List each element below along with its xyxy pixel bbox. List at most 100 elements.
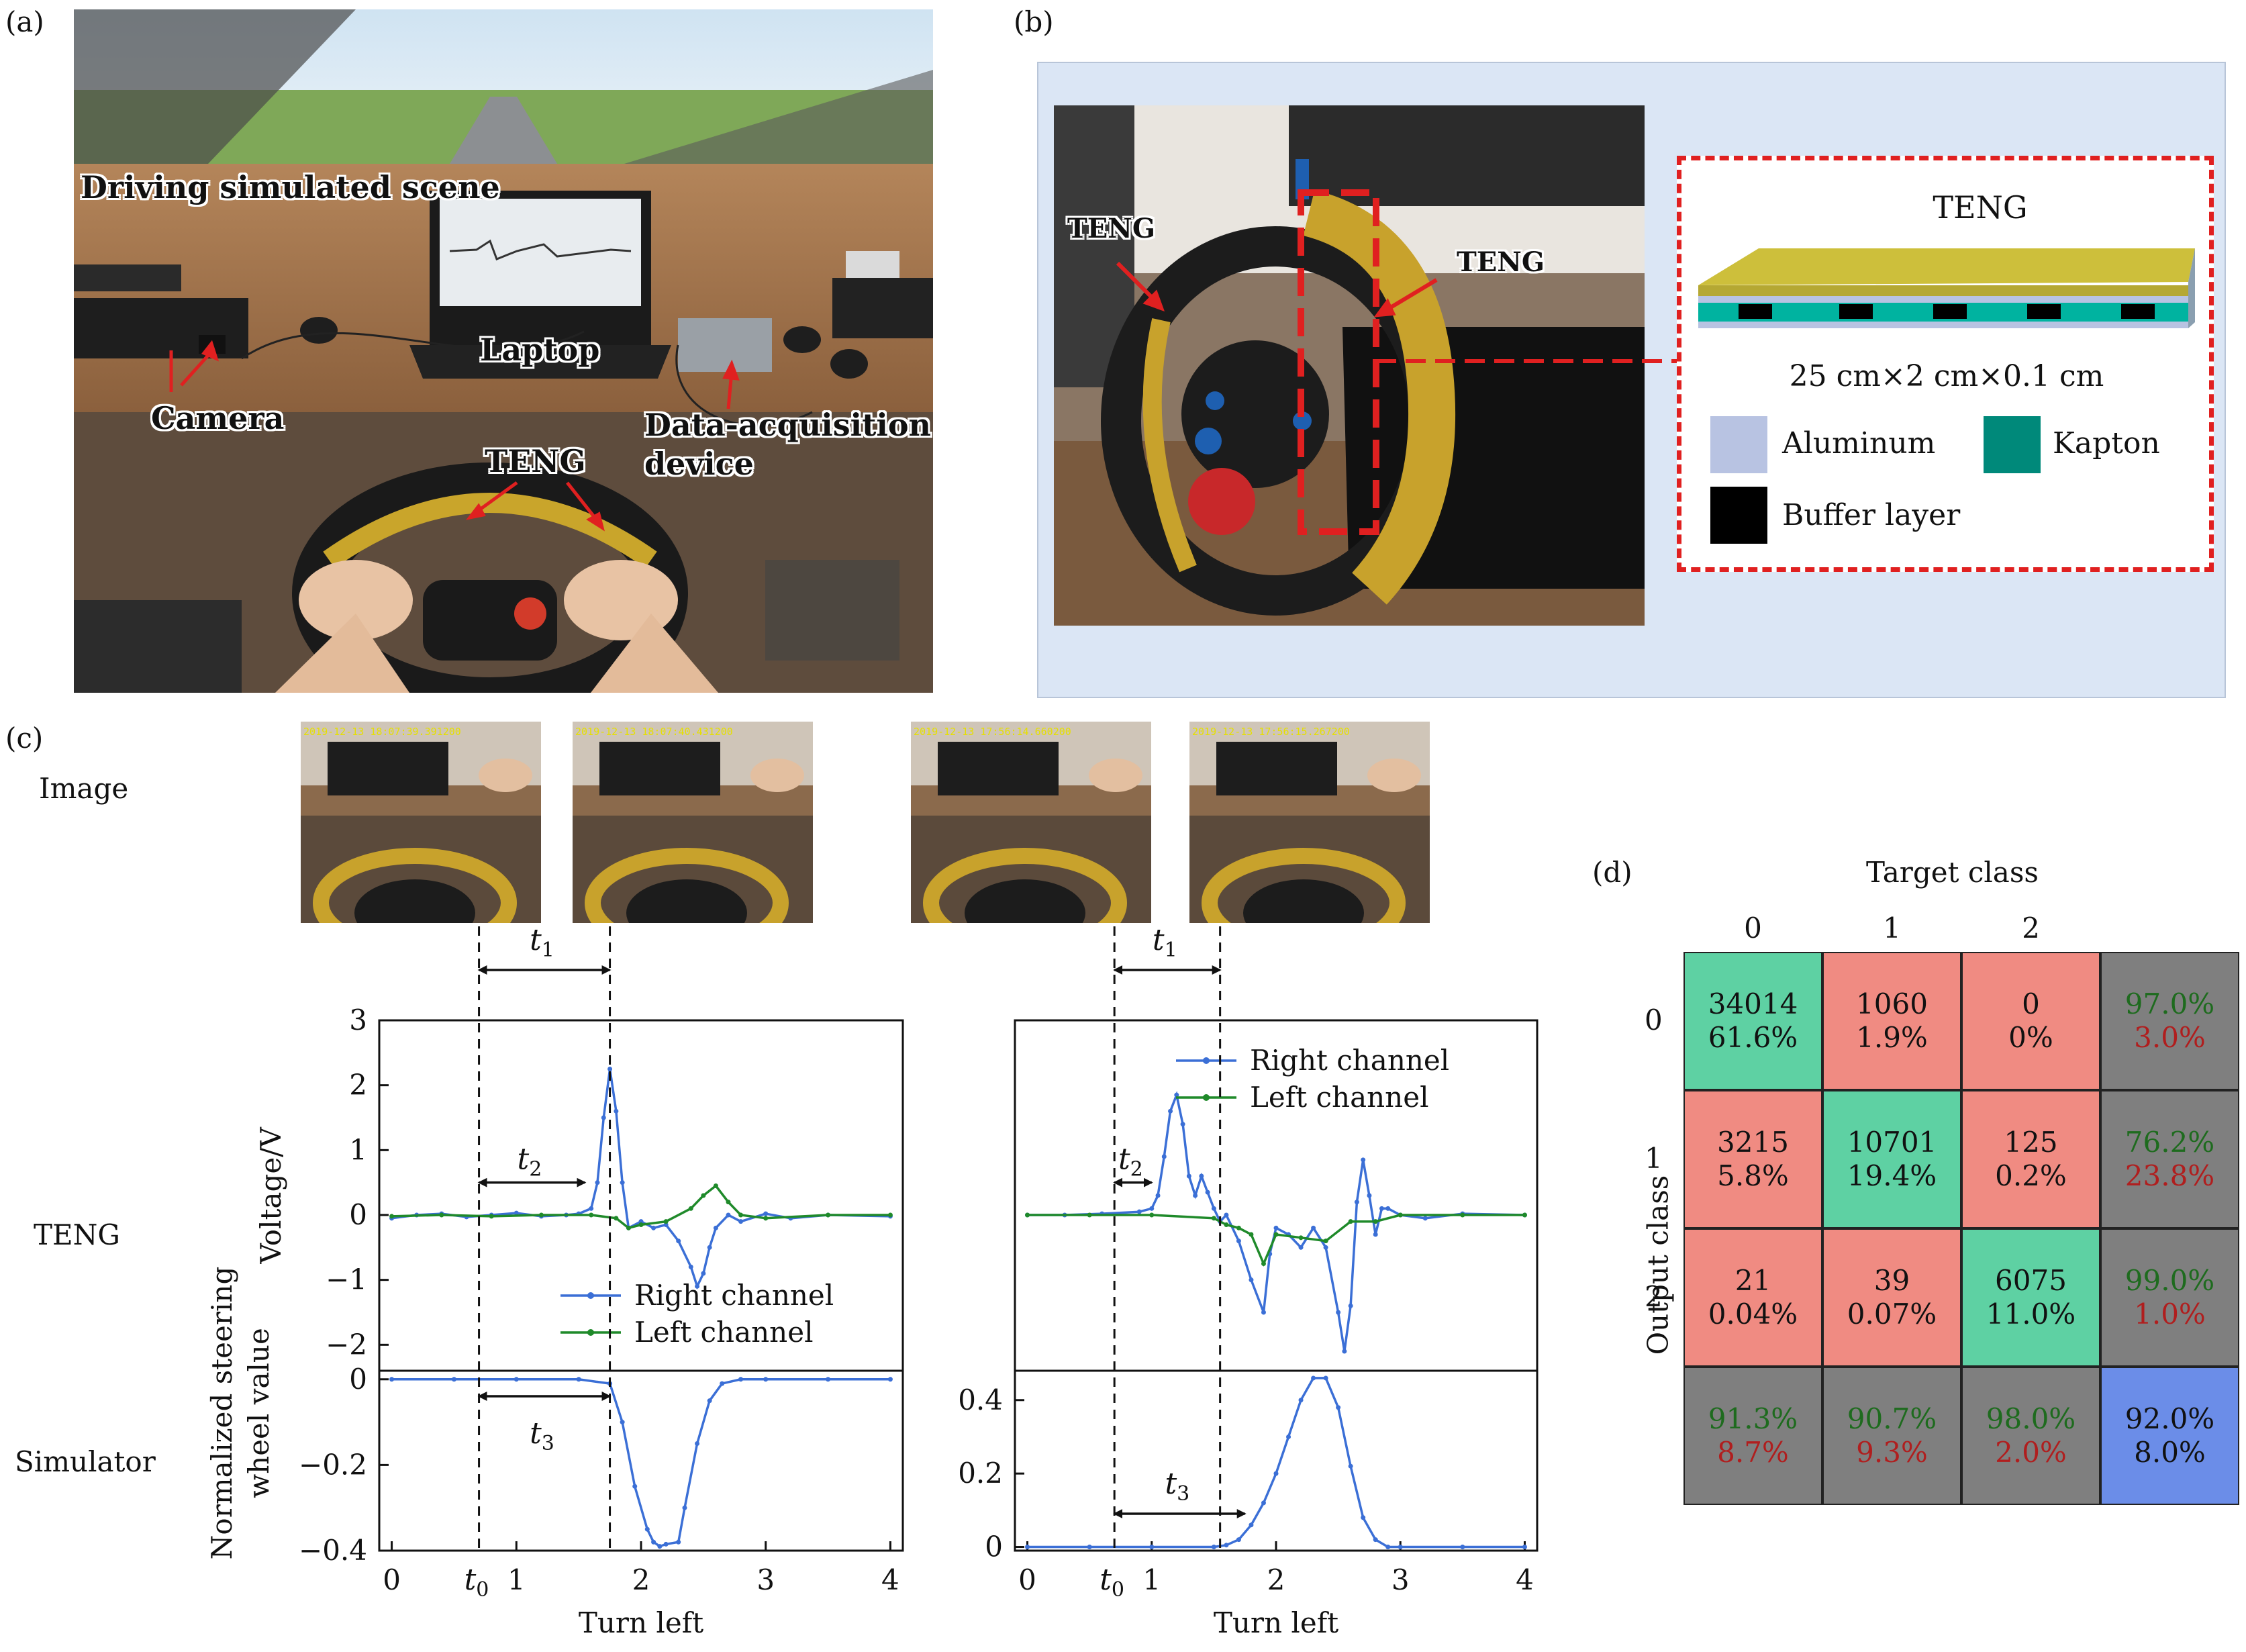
x-tick-label: 2: [632, 1563, 650, 1596]
data-point: [1180, 1122, 1185, 1127]
photo-label-teng-left: TENG: [1067, 213, 1155, 244]
data-point: [1348, 1463, 1353, 1469]
data-point: [1155, 1193, 1161, 1198]
data-point: [1336, 1310, 1341, 1315]
t3-label: t3: [1165, 1467, 1189, 1506]
data-point: [1199, 1173, 1204, 1179]
cell-error: 1.0%: [2134, 1298, 2206, 1330]
series-line-1: [1027, 1091, 1525, 1352]
legend-label-buffer-layer: Buffer layer: [1782, 498, 1961, 532]
cell-count: 3215: [1717, 1126, 1789, 1159]
chart-simulator-left-turn-1: 0 −0.2 −0.4 0 1 2 3 4 Turn left: [299, 1363, 904, 1639]
legend-swatch-aluminum: [1710, 416, 1767, 473]
chart-teng-left-turn-2: Right channel Left channel: [1014, 1019, 1539, 1372]
cell-accuracy: 92.0%: [2125, 1402, 2215, 1435]
data-point: [1149, 1212, 1155, 1218]
data-point: [1348, 1303, 1353, 1308]
data-point: [651, 1225, 656, 1230]
data-point: [1354, 1200, 1359, 1205]
data-point: [663, 1222, 669, 1227]
data-point: [1273, 1225, 1279, 1230]
data-point: [763, 1377, 769, 1382]
data-point: [1373, 1232, 1378, 1237]
data-point: [1186, 1173, 1191, 1179]
row-label-teng: TENG: [34, 1218, 120, 1251]
x-tick-label: 0: [383, 1563, 401, 1596]
data-point: [1224, 1212, 1229, 1218]
x-tick-label: 3: [756, 1563, 775, 1596]
confusion-matrix-cell: 34014 61.6%: [1683, 952, 1822, 1090]
data-point: [1336, 1405, 1341, 1410]
confusion-matrix-cell: 0 0%: [1961, 952, 2100, 1090]
data-point: [663, 1541, 669, 1547]
data-point: [688, 1264, 693, 1269]
legend-label-aluminum: Aluminum: [1782, 426, 1936, 460]
y-tick-label: 0: [349, 1363, 367, 1396]
cell-count: 1060: [1856, 987, 1928, 1020]
target-class-title: Target class: [1866, 856, 2039, 889]
data-point: [632, 1484, 638, 1489]
data-point: [1367, 1193, 1372, 1198]
data-point: [614, 1108, 619, 1114]
data-point: [713, 1183, 718, 1188]
data-point: [1149, 1545, 1155, 1550]
data-point: [663, 1219, 669, 1224]
legend-marker: [1203, 1057, 1210, 1064]
data-point: [1311, 1225, 1316, 1230]
data-point: [701, 1193, 706, 1198]
cell-accuracy: 97.0%: [2125, 987, 2215, 1020]
chart-teng-left-turn-1: 3 2 1 0 −1 −2 Right channel Left channel: [326, 1004, 904, 1372]
y-axis-label-steering-1: Normalized steering: [205, 1267, 238, 1560]
t0-label: t0: [1100, 1563, 1124, 1602]
teng-simulator-charts: 3 2 1 0 −1 −2 Right channel Left channel 0 −0.2 −0…: [205, 923, 1539, 1639]
annotation-driving-scene: Driving simulated scene: [81, 169, 500, 205]
target-class-header: 1: [1883, 912, 1901, 944]
output-class-header: 0: [1645, 1004, 1663, 1036]
data-point: [682, 1505, 687, 1510]
cell-count: 34014: [1708, 987, 1798, 1020]
target-class-header: 0: [1744, 912, 1762, 944]
cell-count: 10701: [1847, 1126, 1937, 1159]
cell-count: 0: [2022, 987, 2040, 1020]
series-line-1: [1027, 1377, 1525, 1549]
data-point: [1398, 1212, 1403, 1218]
confusion-matrix-cell: 76.2% 23.8%: [2100, 1090, 2239, 1228]
data-point: [707, 1245, 712, 1250]
cell-percentage: 0.04%: [1708, 1298, 1798, 1330]
y-axis-label-steering-2: wheel value: [242, 1328, 275, 1498]
cell-percentage: 0.2%: [1995, 1159, 2067, 1192]
data-point: [607, 1067, 613, 1071]
x-tick-label: 0: [1018, 1563, 1036, 1596]
data-point: [514, 1377, 519, 1382]
confusion-matrix-cell: 10701 19.4%: [1822, 1090, 1961, 1228]
data-point: [1205, 1189, 1210, 1195]
cell-error: 8.0%: [2134, 1436, 2206, 1469]
frame-timestamp: 2019-12-13 17:56:14.660200: [914, 726, 1071, 738]
video-frame-3: 2019-12-13 17:56:14.660200: [911, 722, 1151, 923]
cell-error: 23.8%: [2125, 1159, 2215, 1192]
data-point: [657, 1544, 663, 1549]
confusion-matrix-cell: 91.3% 8.7%: [1683, 1367, 1822, 1505]
data-point: [1261, 1310, 1266, 1315]
confusion-matrix-cell: 3215 5.8%: [1683, 1090, 1822, 1228]
data-point: [1348, 1219, 1353, 1224]
data-point: [1025, 1545, 1030, 1550]
teng-layer-diagram: [1698, 248, 2195, 328]
data-point: [707, 1398, 712, 1404]
data-point: [1298, 1398, 1304, 1403]
data-point: [1311, 1375, 1316, 1381]
chart-simulator-left-turn-2: 0.4 0.2 00 1 2 3 4 Turn left: [958, 1369, 1539, 1639]
data-point: [1373, 1537, 1378, 1543]
data-point: [688, 1206, 693, 1211]
data-point: [1236, 1225, 1241, 1230]
confusion-matrix-cell: 90.7% 9.3%: [1822, 1367, 1961, 1505]
data-point: [389, 1377, 395, 1382]
target-class-header: 2: [2022, 912, 2040, 944]
data-point: [1522, 1212, 1527, 1218]
data-point: [1249, 1522, 1254, 1528]
legend-label: Right channel: [634, 1279, 834, 1312]
data-point: [1379, 1206, 1384, 1211]
confusion-matrix-cell: 39 0.07%: [1822, 1228, 1961, 1367]
confusion-matrix-cell: 125 0.2%: [1961, 1090, 2100, 1228]
panel-label-c: (c): [5, 722, 44, 755]
